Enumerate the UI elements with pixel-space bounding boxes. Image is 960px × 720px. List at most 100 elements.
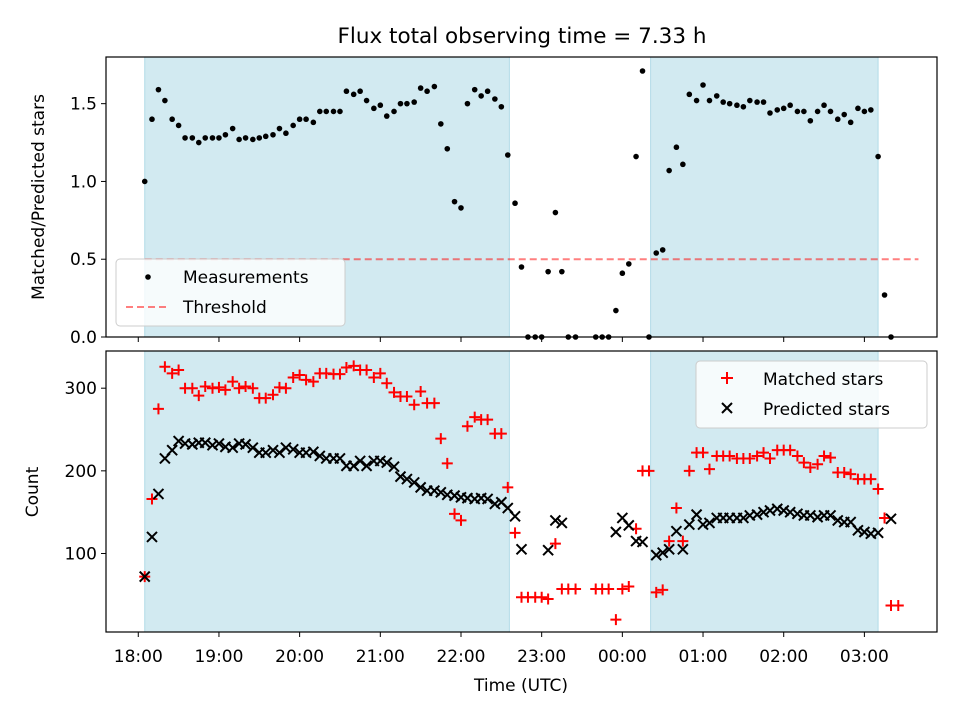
predicted-star-point (287, 443, 299, 456)
measurement-point (868, 107, 874, 113)
matched-star-point (663, 535, 675, 547)
predicted-star-point (206, 439, 219, 451)
matched-star-point (872, 483, 884, 495)
matched-star-point (294, 369, 306, 381)
measurement-point (256, 135, 263, 141)
legend-matched-marker (721, 372, 733, 384)
measurement-point (767, 110, 773, 116)
predicted-star-point (636, 536, 649, 548)
measurement-point (504, 152, 511, 158)
measurement-point (182, 135, 188, 141)
measurement-point (471, 86, 478, 93)
predicted-star-point (656, 546, 669, 559)
measurement-point (626, 261, 632, 267)
matched-star-point (388, 386, 400, 398)
matched-star-point (683, 465, 695, 477)
measurement-point (276, 125, 283, 132)
measurement-point (847, 119, 854, 126)
matched-star-point (307, 376, 319, 388)
measurement-point (706, 97, 713, 104)
matched-star-point (616, 583, 628, 595)
matched-star-point (199, 381, 211, 393)
top-x-ticks (137, 337, 865, 342)
measurement-point (303, 116, 309, 123)
matched-star-point (570, 583, 582, 595)
measurement-point (559, 268, 565, 275)
matched-star-point (374, 367, 386, 379)
predicted-star-point (663, 543, 675, 556)
measurement-point (383, 113, 390, 119)
predicted-star-point (199, 437, 211, 449)
predicted-star-point (489, 498, 501, 510)
measurement-point (861, 108, 868, 115)
predicted-star-point (542, 544, 554, 556)
predicted-star-point (623, 519, 635, 532)
matched-star-point (166, 367, 178, 379)
measurement-point (673, 144, 680, 151)
measurement-point (438, 121, 444, 127)
matched-star-point (381, 377, 393, 389)
bottom-legend-box (695, 360, 928, 429)
matched-star-point (892, 600, 904, 612)
predicted-star-point (610, 526, 622, 538)
measurement-point (693, 97, 700, 104)
predicted-star-point (260, 446, 272, 459)
predicted-star-point (186, 438, 199, 451)
matched-star-point (818, 450, 830, 462)
predicted-star-point (354, 455, 366, 467)
measurement-point (814, 108, 821, 115)
matched-star-point (193, 390, 205, 402)
measurement-point (175, 122, 182, 129)
predicted-star-point (757, 506, 770, 518)
predicted-star-point (824, 509, 837, 522)
measurement-point (680, 161, 686, 168)
predicted-star-point (152, 488, 165, 500)
measurement-point (229, 125, 236, 132)
bottom-axes-frame (105, 350, 938, 633)
measurement-point (545, 268, 551, 275)
measurement-point (202, 135, 209, 141)
measurement-point (875, 153, 881, 160)
measurement-point (801, 108, 807, 115)
measurement-point (720, 99, 726, 105)
matched-star-point (764, 452, 776, 464)
matched-star-point (791, 450, 803, 462)
predicted-star-point (778, 504, 790, 517)
measurement-point (747, 97, 753, 104)
measurement-point (754, 99, 760, 105)
matched-star-point (509, 527, 521, 539)
matched-star-point (435, 433, 447, 445)
matched-star-point (334, 368, 346, 380)
matched-star-point (744, 452, 756, 464)
matched-star-point (348, 360, 360, 372)
measurement-point (236, 136, 242, 143)
matched-star-point (643, 465, 655, 477)
matched-star-point (428, 397, 440, 409)
predicted-star-point (858, 526, 871, 538)
measurement-point (653, 250, 660, 256)
predicted-star-point (247, 441, 259, 454)
measurement-point (613, 307, 619, 314)
x-tick-label: 02:00 (759, 647, 808, 667)
predicted-star-point (381, 456, 393, 469)
matched-star-point (798, 457, 810, 469)
matched-star-point (300, 374, 312, 386)
measurement-point (451, 198, 458, 205)
predicted-star-point (697, 518, 709, 531)
matched-star-point (186, 382, 198, 394)
measurement-point (310, 119, 317, 126)
matched-star-point (267, 389, 279, 401)
matched-star-point (804, 462, 816, 474)
predicted-star-point (414, 481, 427, 494)
y-tick-label: 0.5 (70, 250, 97, 270)
measurement-point (855, 105, 861, 112)
matched-star-point (219, 384, 231, 396)
predicted-star-point (515, 543, 528, 556)
measurement-point (262, 133, 269, 140)
measurement-point (242, 135, 249, 141)
predicted-star-point (172, 435, 185, 447)
measurement-point (141, 178, 148, 185)
predicted-star-point (448, 489, 461, 502)
measurement-point (250, 136, 256, 143)
measurement-point (404, 100, 410, 107)
